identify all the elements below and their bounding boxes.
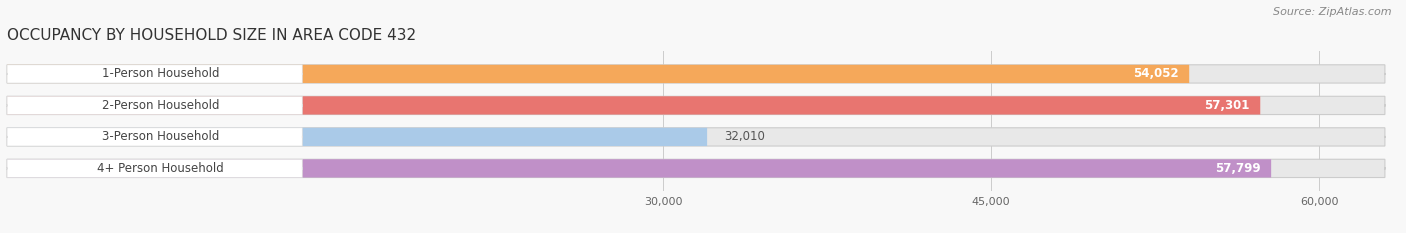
FancyBboxPatch shape	[7, 65, 1189, 83]
FancyBboxPatch shape	[7, 65, 1385, 83]
Text: 57,799: 57,799	[1215, 162, 1260, 175]
Text: 54,052: 54,052	[1133, 67, 1178, 80]
FancyBboxPatch shape	[7, 159, 1385, 178]
FancyBboxPatch shape	[7, 65, 302, 83]
FancyBboxPatch shape	[7, 128, 302, 146]
FancyBboxPatch shape	[7, 159, 302, 178]
FancyBboxPatch shape	[7, 159, 1271, 178]
Text: 1-Person Household: 1-Person Household	[101, 67, 219, 80]
Text: 2-Person Household: 2-Person Household	[101, 99, 219, 112]
FancyBboxPatch shape	[7, 128, 707, 146]
Text: 32,010: 32,010	[724, 130, 765, 143]
FancyBboxPatch shape	[7, 96, 1385, 115]
Text: 4+ Person Household: 4+ Person Household	[97, 162, 224, 175]
Text: 3-Person Household: 3-Person Household	[101, 130, 219, 143]
FancyBboxPatch shape	[7, 128, 1385, 146]
Text: 57,301: 57,301	[1204, 99, 1250, 112]
FancyBboxPatch shape	[7, 96, 302, 115]
Text: OCCUPANCY BY HOUSEHOLD SIZE IN AREA CODE 432: OCCUPANCY BY HOUSEHOLD SIZE IN AREA CODE…	[7, 28, 416, 43]
FancyBboxPatch shape	[7, 96, 1260, 115]
Text: Source: ZipAtlas.com: Source: ZipAtlas.com	[1274, 7, 1392, 17]
